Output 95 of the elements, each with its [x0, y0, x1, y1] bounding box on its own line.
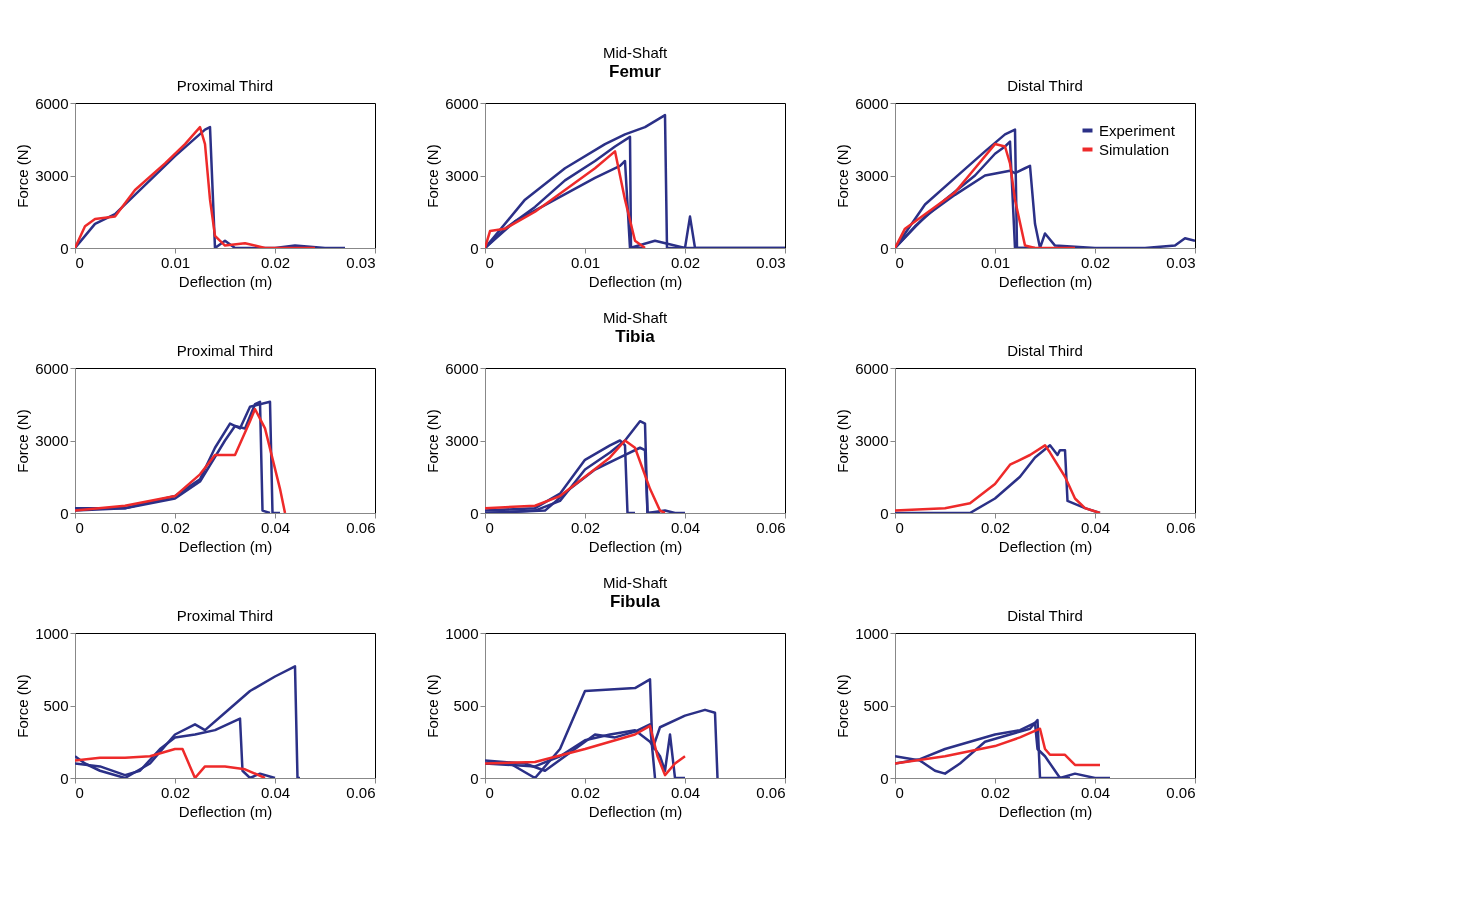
y-tick-label: 6000 — [445, 94, 479, 112]
y-tick-label: 0 — [60, 769, 69, 787]
y-axis-title: Force (N) — [424, 409, 442, 473]
y-tick-label: 3000 — [445, 432, 479, 449]
x-tick-label: 0.02 — [160, 783, 191, 801]
chart-title: Proximal Third — [176, 607, 274, 624]
x-axis-title: Deflection (m) — [998, 537, 1093, 555]
x-tick-label: 0.03 — [346, 253, 376, 271]
y-tick-label: 3000 — [35, 432, 69, 449]
x-tick-label: 0.02 — [260, 253, 291, 271]
y-tick-label: 500 — [863, 697, 889, 714]
x-tick-label: 0.01 — [160, 253, 191, 271]
x-tick-label: 0.06 — [346, 518, 376, 536]
y-tick-label: 0 — [60, 504, 69, 522]
x-axis-title: Deflection (m) — [178, 802, 273, 820]
y-axis-title: Force (N) — [14, 409, 32, 473]
legend-label: Experiment — [1099, 121, 1176, 139]
x-tick-label: 0 — [75, 518, 84, 536]
y-tick-label: 3000 — [855, 167, 889, 184]
y-axis-title: Force (N) — [424, 144, 442, 208]
chart-title: Distal Third — [1007, 77, 1083, 94]
x-tick-label: 0.02 — [980, 518, 1011, 536]
x-tick-label: 0.06 — [1166, 783, 1196, 801]
y-tick-label: 6000 — [445, 359, 479, 377]
y-axis-title: Force (N) — [834, 409, 852, 473]
text: Tibia — [615, 327, 656, 346]
y-axis-title: Force (N) — [14, 674, 32, 738]
chart-title: Proximal Third — [176, 77, 274, 94]
text: Femur — [609, 62, 662, 81]
x-tick-label: 0 — [895, 783, 904, 801]
y-tick-label: 3000 — [35, 167, 69, 184]
x-axis-title: Deflection (m) — [588, 272, 683, 290]
y-axis-title: Force (N) — [834, 674, 852, 738]
x-axis-title: Deflection (m) — [998, 802, 1093, 820]
x-tick-label: 0 — [895, 253, 904, 271]
y-tick-label: 3000 — [445, 167, 479, 184]
x-tick-label: 0 — [485, 518, 494, 536]
chart-title: Mid-Shaft — [602, 44, 668, 61]
chart-title: Distal Third — [1007, 607, 1083, 624]
x-tick-label: 0.01 — [570, 253, 601, 271]
y-tick-label: 0 — [880, 769, 889, 787]
x-tick-label: 0.02 — [1080, 253, 1111, 271]
x-tick-label: 0 — [75, 253, 84, 271]
x-tick-label: 0 — [485, 253, 494, 271]
x-tick-label: 0.04 — [670, 783, 701, 801]
legend-label: Simulation — [1099, 140, 1170, 158]
x-tick-label: 0.02 — [570, 783, 601, 801]
x-tick-label: 0.06 — [756, 518, 786, 536]
y-tick-label: 6000 — [855, 94, 889, 112]
x-tick-label: 0 — [75, 783, 84, 801]
y-tick-label: 6000 — [35, 94, 69, 112]
y-axis-title: Force (N) — [14, 144, 32, 208]
x-axis-title: Deflection (m) — [998, 272, 1093, 290]
x-tick-label: 0.03 — [756, 253, 786, 271]
x-tick-label: 0.03 — [1166, 253, 1196, 271]
y-tick-label: 0 — [470, 239, 479, 257]
x-tick-label: 0.06 — [756, 783, 786, 801]
x-tick-label: 0.01 — [980, 253, 1011, 271]
y-tick-label: 1000 — [445, 624, 479, 642]
y-tick-label: 1000 — [855, 624, 889, 642]
x-axis-title: Deflection (m) — [588, 537, 683, 555]
x-tick-label: 0.04 — [1080, 783, 1111, 801]
y-tick-label: 3000 — [855, 432, 889, 449]
y-axis-title: Force (N) — [424, 674, 442, 738]
x-tick-label: 0.04 — [670, 518, 701, 536]
y-tick-label: 0 — [880, 239, 889, 257]
y-tick-label: 500 — [43, 697, 69, 714]
text: Fibula — [609, 592, 661, 611]
y-tick-label: 6000 — [855, 359, 889, 377]
chart-title: Distal Third — [1007, 342, 1083, 359]
x-tick-label: 0.04 — [260, 783, 291, 801]
y-tick-label: 1000 — [35, 624, 69, 642]
x-tick-label: 0.06 — [1166, 518, 1196, 536]
x-tick-label: 0 — [895, 518, 904, 536]
x-tick-label: 0.02 — [980, 783, 1011, 801]
y-tick-label: 0 — [60, 239, 69, 257]
x-tick-label: 0.06 — [346, 783, 376, 801]
x-tick-label: 0.04 — [260, 518, 291, 536]
chart-title: Mid-Shaft — [602, 574, 668, 591]
x-axis-title: Deflection (m) — [178, 272, 273, 290]
x-tick-label: 0 — [485, 783, 494, 801]
y-tick-label: 6000 — [35, 359, 69, 377]
x-tick-label: 0.02 — [570, 518, 601, 536]
chart-title: Proximal Third — [176, 342, 274, 359]
x-tick-label: 0.04 — [1080, 518, 1111, 536]
y-tick-label: 0 — [470, 769, 479, 787]
y-tick-label: 0 — [880, 504, 889, 522]
chart-title: Mid-Shaft — [602, 309, 668, 326]
y-tick-label: 500 — [453, 697, 479, 714]
x-axis-title: Deflection (m) — [588, 802, 683, 820]
y-tick-label: 0 — [470, 504, 479, 522]
x-tick-label: 0.02 — [670, 253, 701, 271]
x-tick-label: 0.02 — [160, 518, 191, 536]
x-axis-title: Deflection (m) — [178, 537, 273, 555]
y-axis-title: Force (N) — [834, 144, 852, 208]
